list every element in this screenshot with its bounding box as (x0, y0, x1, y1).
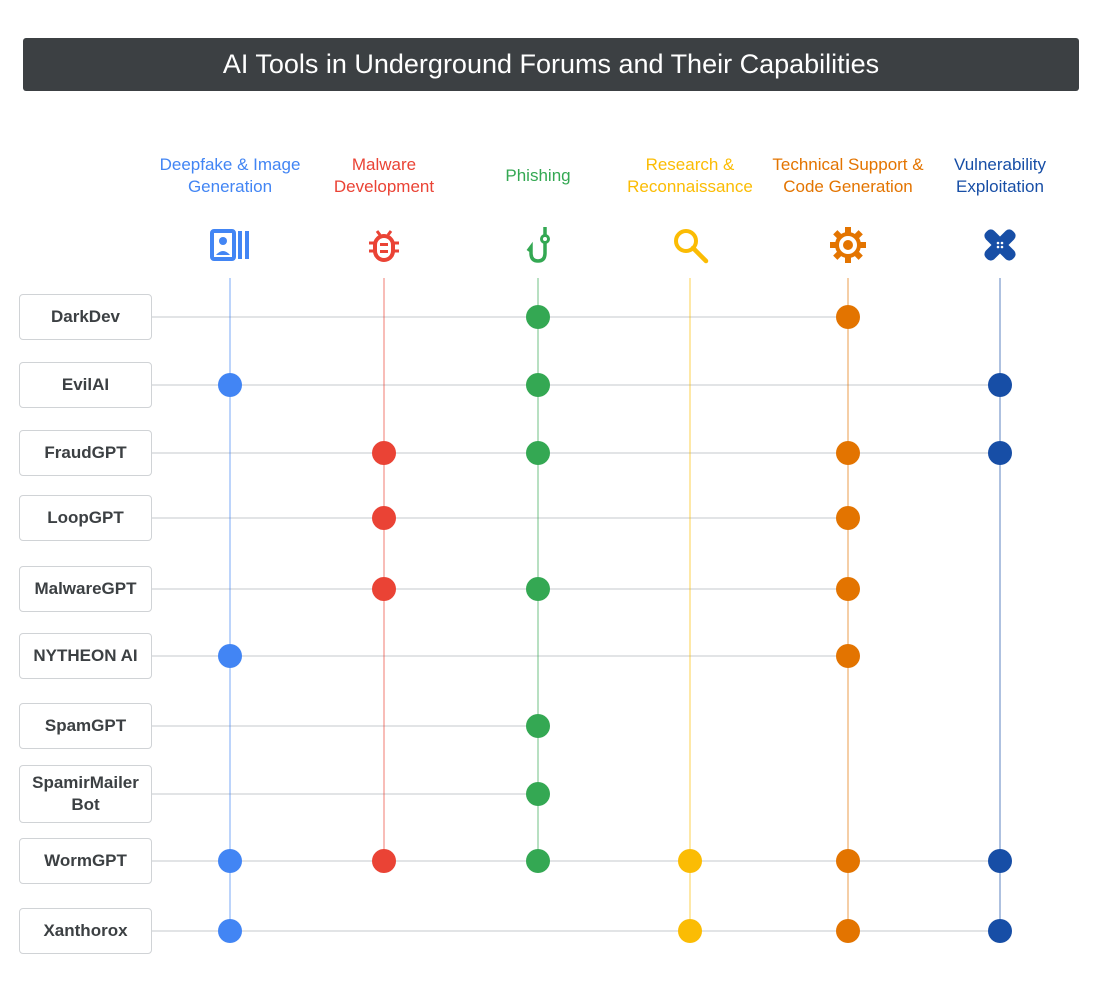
capability-dot (218, 373, 242, 397)
bug-icon (364, 225, 404, 265)
capability-dot (988, 441, 1012, 465)
capability-dot (372, 577, 396, 601)
capability-dot (372, 506, 396, 530)
column-label: Phishing (505, 166, 571, 185)
tool-label: LoopGPT (19, 495, 152, 541)
fishing-hook-icon (518, 225, 558, 265)
chart-title: AI Tools in Underground Forums and Their… (23, 38, 1079, 91)
image-generation-icon (210, 225, 250, 265)
search-icon (670, 225, 710, 265)
capability-dot (526, 714, 550, 738)
capability-dot (526, 782, 550, 806)
capability-dot (526, 305, 550, 329)
tool-label: DarkDev (19, 294, 152, 340)
capability-dot (526, 441, 550, 465)
capability-dot (526, 849, 550, 873)
capability-dot (218, 644, 242, 668)
capability-dot (836, 849, 860, 873)
column-label: Malware Development (333, 155, 435, 196)
capability-dot (988, 373, 1012, 397)
capability-dot (678, 919, 702, 943)
capability-dot (836, 644, 860, 668)
gear-icon (828, 225, 868, 265)
tool-label: Xanthorox (19, 908, 152, 954)
tool-label: EvilAI (19, 362, 152, 408)
tool-label: MalwareGPT (19, 566, 152, 612)
capability-dot (836, 305, 860, 329)
tool-label: SpamGPT (19, 703, 152, 749)
capability-dot (988, 849, 1012, 873)
tool-label: NYTHEON AI (19, 633, 152, 679)
tool-label: SpamirMailer Bot (19, 765, 152, 823)
column-label: Technical Support & Code Generation (772, 155, 924, 196)
bandage-icon (980, 225, 1020, 265)
tool-label: FraudGPT (19, 430, 152, 476)
capability-dot (836, 506, 860, 530)
capability-dot (372, 441, 396, 465)
capability-dot (988, 919, 1012, 943)
capability-dot (526, 577, 550, 601)
capability-dot (218, 849, 242, 873)
capability-dot (218, 919, 242, 943)
capability-dot (526, 373, 550, 397)
capability-dot (836, 919, 860, 943)
capability-dot (372, 849, 396, 873)
column-label: Research & Reconnaissance (627, 155, 753, 196)
capability-dot (678, 849, 702, 873)
column-label: Deepfake & Image Generation (159, 155, 301, 196)
capability-dot (836, 441, 860, 465)
column-label: Vulnerability Exploitation (954, 155, 1046, 196)
tool-label: WormGPT (19, 838, 152, 884)
capability-dot (836, 577, 860, 601)
